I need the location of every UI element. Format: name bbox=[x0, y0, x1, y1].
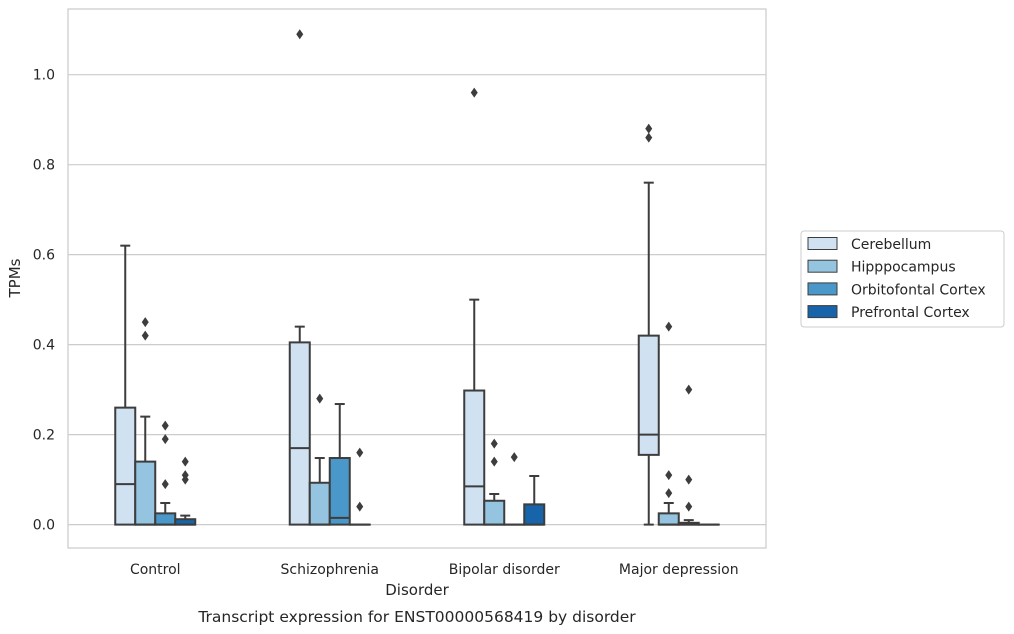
legend-swatch bbox=[807, 259, 838, 273]
outlier-point bbox=[161, 420, 169, 431]
outlier-point bbox=[161, 434, 169, 445]
legend-label: Orbitofontal Cortex bbox=[851, 282, 986, 298]
legend-label: Hipppocampus bbox=[851, 260, 956, 276]
box-series-0 bbox=[114, 244, 137, 526]
y-tick-label: 0.8 bbox=[33, 158, 55, 174]
box bbox=[523, 503, 546, 526]
box-series-0 bbox=[637, 123, 660, 526]
box bbox=[114, 406, 137, 526]
x-axis-ticks: Control Schizophrenia Bipolar disorder Majo… bbox=[130, 562, 739, 578]
box-series-1 bbox=[308, 393, 331, 526]
box-series-0 bbox=[288, 29, 311, 526]
outlier-point bbox=[645, 123, 653, 134]
x-axis-title: Disorder bbox=[385, 581, 449, 599]
x-tick-label: Major depression bbox=[619, 562, 739, 578]
y-tick-label: 1.0 bbox=[33, 68, 55, 84]
category-box-group bbox=[463, 87, 546, 526]
outlier-point bbox=[356, 501, 364, 512]
outlier-point bbox=[490, 456, 498, 467]
outlier-point bbox=[141, 330, 149, 341]
box bbox=[154, 512, 177, 526]
legend: Cerebellum Hipppocampus Orbitofontal Corte… bbox=[800, 230, 1005, 328]
box-groups bbox=[114, 29, 720, 526]
legend-label: Cerebellum bbox=[851, 237, 931, 253]
box-series-1 bbox=[134, 317, 157, 526]
outlier-point bbox=[296, 29, 304, 40]
box-series-1 bbox=[657, 321, 680, 526]
y-axis-title: TPMs bbox=[6, 258, 24, 298]
box-series-3 bbox=[348, 447, 371, 526]
y-tick-label: 0.4 bbox=[33, 338, 55, 354]
outlier-point bbox=[161, 479, 169, 490]
box-series-1 bbox=[483, 438, 506, 526]
box-series-2 bbox=[677, 384, 700, 526]
outlier-point bbox=[141, 317, 149, 328]
x-tick-label: Schizophrenia bbox=[281, 562, 379, 578]
outlier-point bbox=[685, 501, 693, 512]
y-axis-ticks: 0.0 0.2 0.4 0.6 0.8 1.0 bbox=[33, 68, 55, 534]
outlier-point bbox=[685, 384, 693, 395]
outlier-point bbox=[665, 488, 673, 499]
box-series-2 bbox=[154, 420, 177, 526]
y-tick-label: 0.6 bbox=[33, 248, 55, 264]
box-series-2 bbox=[328, 403, 351, 526]
x-tick-label: Control bbox=[130, 562, 181, 578]
y-gridlines bbox=[68, 74, 766, 526]
outlier-point bbox=[181, 470, 189, 481]
outlier-point bbox=[181, 456, 189, 467]
outlier-point bbox=[316, 393, 324, 404]
category-box-group bbox=[288, 29, 371, 526]
box bbox=[463, 389, 486, 526]
box-series-3 bbox=[523, 475, 546, 526]
outlier-point bbox=[645, 132, 653, 143]
outlier-point bbox=[490, 438, 498, 449]
legend-swatch bbox=[807, 237, 838, 250]
category-box-group bbox=[637, 123, 720, 526]
chart-caption: Transcript expression for ENST0000056841… bbox=[197, 608, 636, 626]
category-box-group bbox=[114, 244, 197, 526]
box-series-0 bbox=[463, 87, 486, 526]
plot-area-frame bbox=[67, 8, 767, 549]
box-series-3 bbox=[174, 456, 197, 526]
y-tick-label: 0.2 bbox=[33, 428, 55, 444]
outlier-point bbox=[685, 474, 693, 485]
box bbox=[328, 457, 351, 526]
x-tick-label: Bipolar disorder bbox=[449, 562, 560, 578]
box bbox=[483, 499, 506, 526]
box bbox=[288, 341, 311, 526]
outlier-point bbox=[510, 452, 518, 463]
outlier-point bbox=[470, 87, 478, 98]
legend-swatch bbox=[807, 282, 838, 296]
box bbox=[134, 460, 157, 526]
outlier-point bbox=[665, 321, 673, 332]
legend-label: Prefrontal Cortex bbox=[851, 305, 970, 321]
box bbox=[308, 481, 331, 526]
box bbox=[657, 512, 680, 526]
box bbox=[637, 334, 660, 456]
legend-swatch bbox=[807, 305, 838, 319]
box-series-2 bbox=[503, 452, 526, 526]
legend-frame bbox=[800, 230, 1005, 328]
outlier-point bbox=[665, 470, 673, 481]
y-tick-label: 0.0 bbox=[33, 518, 55, 534]
outlier-point bbox=[356, 447, 364, 458]
